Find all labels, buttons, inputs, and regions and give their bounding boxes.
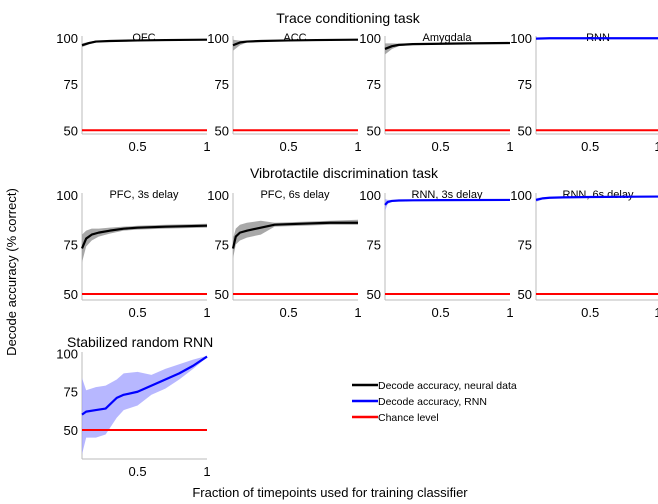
x-tick-label: 0.5 <box>581 139 599 154</box>
rnn-confidence-band <box>82 355 207 455</box>
y-tick-label: 100 <box>207 188 229 203</box>
panel-title: ACC <box>283 32 306 44</box>
y-tick-label: 75 <box>64 77 78 92</box>
y-tick-label: 100 <box>56 188 78 203</box>
panel-title: RNN, 3s delay <box>412 189 483 201</box>
y-tick-label: 100 <box>56 31 78 46</box>
x-tick-label: 1 <box>654 139 658 154</box>
neural-accuracy-line <box>231 221 358 249</box>
x-tick-label: 1 <box>354 139 361 154</box>
x-tick-label: 1 <box>506 139 513 154</box>
legend-label-neural: Decode accuracy, neural data <box>378 380 517 392</box>
y-tick-label: 50 <box>367 287 381 302</box>
y-tick-label: 50 <box>64 123 78 138</box>
panel-rnn-6s: RNN, 6s delay 50 75 100 0.5 1 <box>510 188 658 320</box>
rnn-accuracy-line <box>535 195 658 202</box>
y-tick-label: 75 <box>367 77 381 92</box>
x-tick-label: 0.5 <box>129 139 147 154</box>
y-tick-label: 50 <box>215 287 229 302</box>
legend-label-rnn: Decode accuracy, RNN <box>378 396 487 408</box>
neural-accuracy-line <box>80 224 208 249</box>
x-tick-label: 1 <box>203 305 210 320</box>
neural-accuracy-line <box>384 41 511 50</box>
row-title-stabilized: Stabilized random RNN <box>67 334 213 350</box>
panel-rnn-3s: RNN, 3s delay 50 75 100 0.5 1 <box>359 188 513 320</box>
panel-pfc-3s: PFC, 3s delay 50 75 100 0.5 1 <box>56 188 210 320</box>
rnn-accuracy-line <box>384 198 511 206</box>
neural-confidence-band <box>233 219 358 259</box>
x-tick-label: 1 <box>654 305 658 320</box>
y-tick-label: 100 <box>207 31 229 46</box>
neural-accuracy-line <box>232 38 359 47</box>
x-tick-label: 0.5 <box>581 305 599 320</box>
x-tick-label: 1 <box>203 139 210 154</box>
y-tick-label: 50 <box>215 123 229 138</box>
panel-title: OFC <box>132 32 155 44</box>
x-axis-label: Fraction of timepoints used for training… <box>192 485 468 500</box>
y-tick-label: 75 <box>518 77 532 92</box>
y-tick-label: 50 <box>518 287 532 302</box>
y-tick-label: 75 <box>518 238 532 253</box>
y-tick-label: 75 <box>367 238 381 253</box>
y-tick-label: 100 <box>510 188 532 203</box>
legend-label-chance: Chance level <box>378 412 439 424</box>
panel-amygdala: Amygdala 50 75 100 0.5 1 <box>359 31 513 154</box>
panel-stabilized-rnn: 50 75 100 0.5 1 <box>56 347 210 479</box>
rnn-accuracy-line <box>81 355 208 416</box>
x-tick-label: 0.5 <box>129 305 147 320</box>
y-tick-label: 100 <box>359 188 381 203</box>
panel-acc: ACC 50 75 100 0.5 1 <box>207 31 361 154</box>
x-tick-label: 0.5 <box>432 139 450 154</box>
panel-ofc: OFC 50 75 100 0.5 1 <box>56 31 210 154</box>
x-tick-label: 0.5 <box>280 305 298 320</box>
legend: Decode accuracy, neural data Decode accu… <box>352 380 517 424</box>
x-tick-label: 1 <box>203 464 210 479</box>
panel-title: PFC, 6s delay <box>260 189 330 201</box>
x-tick-label: 0.5 <box>280 139 298 154</box>
y-tick-label: 75 <box>64 385 78 400</box>
y-axis-label: Decode accuracy (% correct) <box>4 188 19 356</box>
neural-accuracy-line <box>81 38 208 47</box>
neural-confidence-band <box>82 223 207 263</box>
x-tick-label: 0.5 <box>129 464 147 479</box>
neural-confidence-band <box>385 42 510 55</box>
x-tick-label: 0.5 <box>432 305 450 320</box>
y-tick-label: 50 <box>518 123 532 138</box>
panel-title: Amygdala <box>423 32 473 44</box>
y-tick-label: 100 <box>510 31 532 46</box>
panel-pfc-6s: PFC, 6s delay 50 75 100 0.5 1 <box>207 188 361 320</box>
y-tick-label: 100 <box>56 347 78 362</box>
panel-title: RNN, 6s delay <box>563 189 634 201</box>
y-tick-label: 50 <box>367 123 381 138</box>
x-tick-label: 1 <box>506 305 513 320</box>
y-tick-label: 75 <box>215 238 229 253</box>
panel-title: PFC, 3s delay <box>109 189 179 201</box>
x-tick-label: 1 <box>354 305 361 320</box>
row-title-trace: Trace conditioning task <box>276 10 420 26</box>
y-tick-label: 75 <box>215 77 229 92</box>
y-tick-label: 75 <box>64 238 78 253</box>
y-tick-label: 50 <box>64 423 78 438</box>
row-title-vibrotactile: Vibrotactile discrimination task <box>250 165 439 181</box>
y-tick-label: 50 <box>64 287 78 302</box>
y-tick-label: 100 <box>359 31 381 46</box>
